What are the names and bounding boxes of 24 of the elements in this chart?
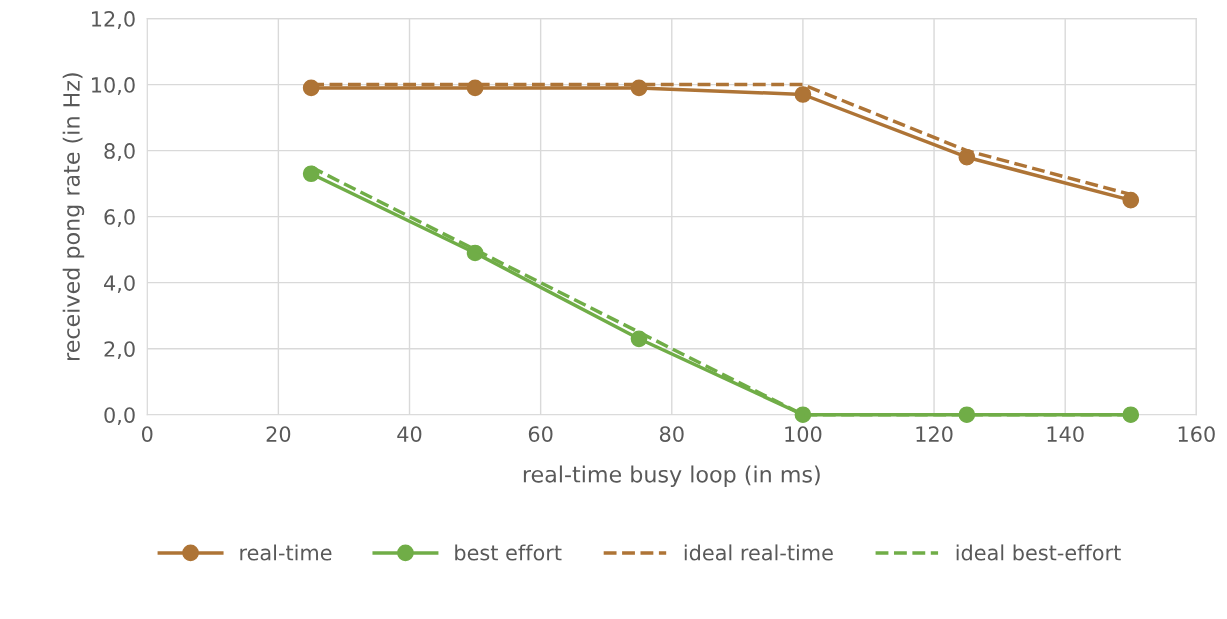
x-tick-label: 140	[1047, 426, 1084, 442]
y-tick-label: 0,0	[104, 407, 135, 426]
x-tick-label: 40	[397, 426, 422, 442]
x-tick-label: 80	[659, 426, 684, 442]
legend-label: ideal best-effort	[956, 544, 1121, 561]
x-tick-label: 160	[1178, 426, 1215, 442]
legend-label: best effort	[455, 544, 562, 561]
y-tick-label: 6,0	[104, 209, 135, 227]
y-tick-label: 4,0	[104, 275, 135, 294]
y-tick-label: 12,0	[92, 11, 135, 29]
x-axis-title: real-time busy loop (in ms)	[523, 465, 820, 487]
x-tick-label: 20	[266, 426, 291, 442]
x-tick-label: 0	[141, 426, 153, 442]
y-tick-label: 8,0	[104, 143, 135, 161]
x-tick-label: 100	[785, 426, 822, 442]
x-tick-label: 120	[916, 426, 953, 442]
point	[794, 86, 812, 103]
x-tick-label: 60	[528, 426, 553, 442]
legend-label: real-time	[240, 544, 332, 561]
y-axis-title: received pong rate (in Hz)	[62, 73, 85, 360]
y-tick-label: 10,0	[92, 77, 135, 95]
y-tick-label: 2,0	[104, 341, 135, 360]
point	[1122, 191, 1140, 209]
legend-label: ideal real-time	[684, 544, 833, 561]
